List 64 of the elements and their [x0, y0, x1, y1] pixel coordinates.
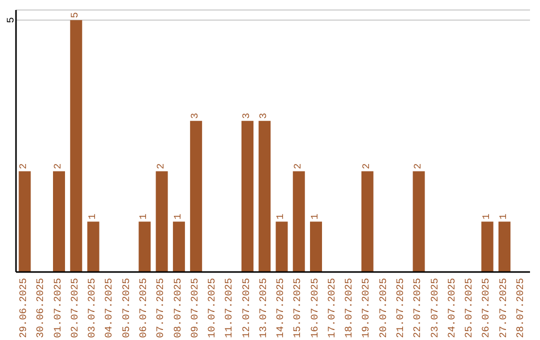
- x-tick-label: 12.07.2025: [242, 278, 253, 338]
- x-tick-label: 16.07.2025: [310, 278, 322, 338]
- bar: [481, 222, 494, 272]
- x-tick-label: 29.06.2025: [19, 278, 30, 338]
- x-tick-label: 08.07.2025: [173, 278, 184, 338]
- data-label: 1: [139, 214, 150, 220]
- x-tick-label: 17.07.2025: [327, 278, 338, 338]
- x-tick-label: 30.06.2025: [36, 278, 48, 338]
- data-label: 3: [242, 112, 253, 119]
- data-label: 2: [19, 163, 30, 170]
- x-tick-label: 26.07.2025: [482, 278, 493, 338]
- bar: [276, 222, 288, 272]
- x-tick-label: 06.07.2025: [139, 278, 150, 338]
- data-label: 3: [259, 112, 270, 119]
- x-tick-label: 18.07.2025: [344, 278, 356, 338]
- x-tick-label: 28.07.2025: [516, 278, 527, 338]
- x-tick-label: 14.07.2025: [276, 278, 288, 338]
- data-label: 3: [190, 112, 202, 119]
- x-tick-label: 09.07.2025: [190, 278, 202, 338]
- x-tick-label: 20.07.2025: [378, 278, 390, 338]
- data-label: 1: [276, 214, 288, 220]
- bar: [292, 171, 305, 272]
- x-tick-label: 03.07.2025: [88, 278, 99, 338]
- data-label: 2: [413, 163, 424, 170]
- data-label: 2: [362, 163, 373, 170]
- bar: [241, 120, 254, 272]
- data-label: 2: [293, 163, 304, 170]
- x-tick-label: 13.07.2025: [258, 278, 270, 338]
- x-tick-label: 25.07.2025: [464, 278, 476, 338]
- data-label: 1: [310, 214, 322, 220]
- x-tick-label: 24.07.2025: [447, 278, 458, 338]
- x-tick-label: 10.07.2025: [208, 278, 219, 338]
- data-label: 1: [498, 214, 510, 220]
- data-label: 2: [54, 163, 65, 170]
- data-label: 1: [173, 214, 184, 220]
- bar: [310, 222, 322, 272]
- x-tick-label: 19.07.2025: [362, 278, 373, 338]
- data-label: 5: [70, 12, 82, 18]
- bar: [156, 171, 168, 272]
- x-tick-label: 22.07.2025: [413, 278, 424, 338]
- data-label: 1: [482, 214, 493, 220]
- x-tick-label: 07.07.2025: [156, 278, 168, 338]
- bar: [172, 222, 185, 272]
- bar: [258, 120, 271, 272]
- x-tick-label: 05.07.2025: [122, 278, 133, 338]
- bar: [190, 120, 202, 272]
- x-tick-label: 04.07.2025: [104, 278, 116, 338]
- bar: [498, 222, 510, 272]
- bar: [138, 222, 151, 272]
- bar: [70, 20, 82, 272]
- data-label: 1: [88, 214, 99, 220]
- bar: [87, 222, 100, 272]
- x-tick-label: 02.07.2025: [70, 278, 82, 338]
- bar: [18, 171, 31, 272]
- x-tick-label: 15.07.2025: [293, 278, 304, 338]
- bar: [412, 171, 425, 272]
- x-tick-label: 23.07.2025: [430, 278, 442, 338]
- x-tick-label: 21.07.2025: [396, 278, 407, 338]
- bar: [361, 171, 374, 272]
- x-tick-label: 27.07.2025: [498, 278, 510, 338]
- x-tick-label: 11.07.2025: [224, 278, 236, 338]
- x-tick-label: 01.07.2025: [53, 278, 64, 338]
- bar: [53, 171, 66, 272]
- data-label: 2: [156, 163, 168, 170]
